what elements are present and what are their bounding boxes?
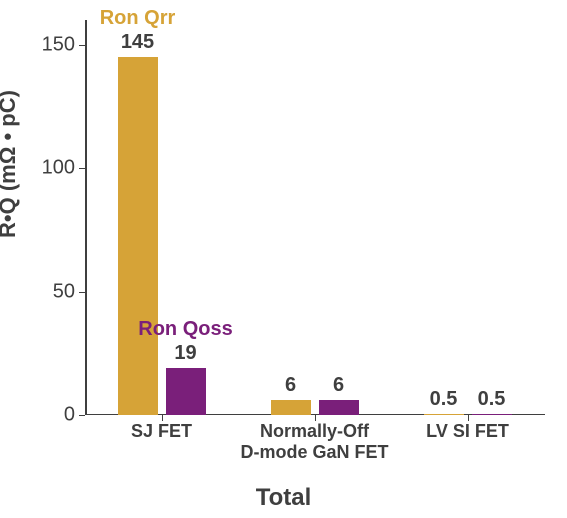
bar-value-label: 0.5 — [472, 388, 512, 411]
rq-bar-chart: R•Q (mΩ • pC) 050100150145Ron Qrr19Ron Q… — [0, 0, 567, 518]
y-tick-mark — [79, 415, 85, 416]
bar-value-label: 6 — [319, 374, 359, 397]
bar-value-label: 0.5 — [424, 388, 464, 411]
bar-ron-qoss: 19Ron Qoss — [166, 368, 206, 415]
bar-value-label: 145 — [118, 31, 158, 54]
x-axis-label: Total — [0, 484, 567, 512]
y-axis-line — [85, 20, 87, 415]
bar-ron-qrr: 6 — [271, 400, 311, 415]
y-tick-label: 50 — [35, 280, 85, 303]
y-tick-label: 0 — [35, 404, 85, 427]
bar-ron-qrr: 145Ron Qrr — [118, 57, 158, 415]
y-tick-mark — [79, 168, 85, 169]
x-tick-label: Normally-OffD-mode GaN FET — [240, 415, 388, 462]
series-label: Ron Qoss — [138, 318, 232, 341]
bar-value-label: 6 — [271, 374, 311, 397]
y-tick-mark — [79, 45, 85, 46]
plot-area: 050100150145Ron Qrr19Ron QossSJ FET66Nor… — [85, 20, 545, 415]
bar-value-label: 19 — [166, 342, 206, 365]
x-tick-label: SJ FET — [131, 415, 192, 442]
y-tick-label: 100 — [35, 157, 85, 180]
bar-ron-qoss: 6 — [319, 400, 359, 415]
y-tick-mark — [79, 292, 85, 293]
series-label: Ron Qrr — [100, 7, 176, 30]
x-tick-label: LV SI FET — [426, 415, 509, 442]
y-axis-label: R•Q (mΩ • pC) — [0, 90, 21, 238]
y-tick-label: 150 — [35, 33, 85, 56]
